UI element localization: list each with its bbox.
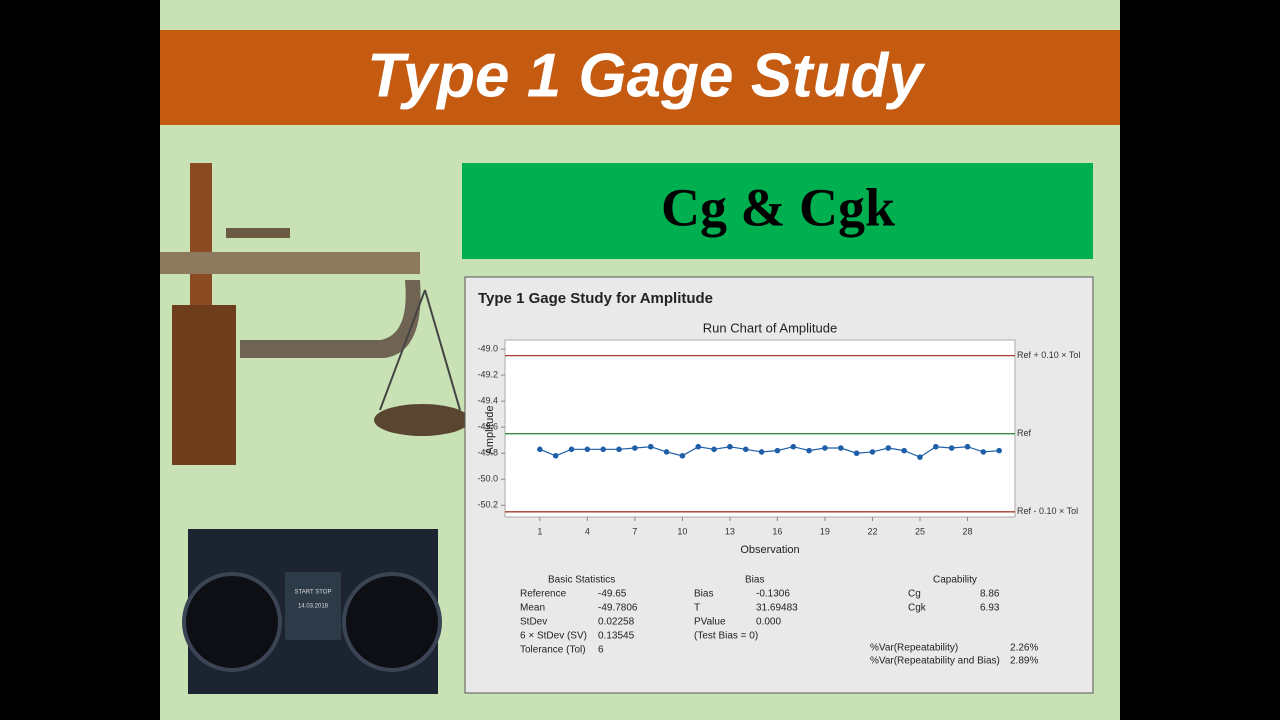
stats-value: -0.1306 (756, 589, 790, 600)
stats-value: 0.02258 (598, 617, 635, 628)
stats-value: 0.000 (756, 617, 781, 628)
stats-heading: Basic Statistics (548, 575, 615, 586)
data-point (758, 449, 765, 455)
x-tick-label: 7 (632, 526, 637, 536)
stats-label: Cg (908, 589, 921, 600)
stats-label: T (694, 603, 700, 614)
data-point (822, 445, 828, 451)
data-point (806, 447, 812, 454)
stats-value: 2.26% (1010, 643, 1038, 654)
stats-label: StDev (520, 617, 547, 628)
data-point (837, 445, 844, 451)
panel-title: Type 1 Gage Study for Amplitude (478, 290, 713, 307)
y-tick-label: -49.6 (477, 422, 498, 432)
data-point (600, 446, 606, 453)
x-tick-label: 19 (820, 526, 830, 536)
data-point (711, 446, 717, 453)
data-point (727, 443, 733, 450)
stats-value: 6.93 (980, 603, 1000, 614)
data-point (901, 447, 907, 454)
stats-label: Reference (520, 589, 567, 600)
scale-illustration (160, 163, 470, 465)
stats-label: Cgk (908, 603, 927, 614)
stats-label: %Var(Repeatability) (870, 643, 958, 654)
data-point (537, 446, 543, 453)
x-tick-label: 4 (585, 526, 590, 536)
y-tick-label: -49.2 (477, 370, 498, 380)
data-point (869, 449, 876, 455)
stats-value: 8.86 (980, 589, 1000, 600)
data-point (616, 446, 622, 453)
x-tick-label: 16 (772, 526, 782, 536)
data-point (853, 450, 860, 457)
stats-value: -49.65 (598, 589, 627, 600)
x-tick-label: 25 (915, 526, 925, 536)
data-point (964, 443, 971, 450)
stats-label: Bias (694, 589, 713, 600)
x-tick-label: 10 (677, 526, 687, 536)
y-tick-label: -49.0 (477, 343, 498, 353)
x-axis-label: Observation (740, 544, 799, 556)
data-point (774, 447, 781, 454)
data-point (933, 443, 939, 450)
data-point (695, 443, 702, 450)
stats-label: Mean (520, 603, 545, 614)
dashboard-text: START STOP (295, 590, 332, 596)
data-point (917, 454, 923, 460)
y-axis-label: Amplitude (484, 406, 496, 455)
data-point (885, 445, 892, 451)
slide-title: Type 1 Gage Study (367, 41, 926, 110)
reference-label: Ref + 0.10 × Tol (1017, 350, 1080, 360)
stats-value: 31.69483 (756, 603, 798, 614)
data-point (663, 449, 670, 455)
subtitle: Cg & Cgk (661, 177, 895, 237)
x-tick-label: 13 (725, 526, 735, 536)
x-tick-label: 28 (962, 526, 972, 536)
data-point (679, 453, 686, 459)
dashboard-illustration: START STOP 14.03.2018 (182, 529, 442, 694)
plot-area (504, 339, 1016, 518)
y-tick-label: -49.8 (477, 448, 498, 458)
data-point (980, 449, 987, 455)
data-point (790, 443, 797, 450)
stats-value: 0.13545 (598, 631, 635, 642)
stats-label: %Var(Repeatability and Bias) (870, 656, 1000, 667)
subtitle-box (462, 163, 1093, 259)
data-point (742, 446, 749, 453)
stats-heading: Capability (933, 575, 977, 586)
y-tick-label: -49.4 (477, 396, 498, 406)
stats-value: 2.89% (1010, 656, 1038, 667)
stats-label: PValue (694, 617, 726, 628)
data-point (996, 447, 1002, 454)
x-tick-label: 1 (537, 526, 542, 536)
data-point (552, 453, 559, 459)
stats-label: (Test Bias = 0) (694, 631, 758, 642)
reference-label: Ref (1017, 428, 1032, 438)
data-point (584, 446, 591, 453)
stats-label: Tolerance (Tol) (520, 645, 586, 656)
data-point (568, 446, 575, 453)
y-tick-label: -50.0 (477, 474, 498, 484)
stats-heading: Bias (745, 575, 764, 586)
data-point (948, 445, 955, 451)
data-point (647, 443, 654, 450)
y-tick-label: -50.2 (477, 500, 498, 510)
x-tick-label: 22 (867, 526, 877, 536)
stats-label: 6 × StDev (SV) (520, 631, 587, 642)
title-bar (160, 30, 1120, 125)
dashboard-text: 14.03.2018 (298, 604, 329, 610)
stats-value: -49.7806 (598, 603, 638, 614)
stats-value: 6 (598, 645, 604, 656)
reference-label: Ref - 0.10 × Tol (1017, 506, 1078, 516)
chart-title: Run Chart of Amplitude (703, 320, 837, 335)
data-point (632, 445, 638, 451)
